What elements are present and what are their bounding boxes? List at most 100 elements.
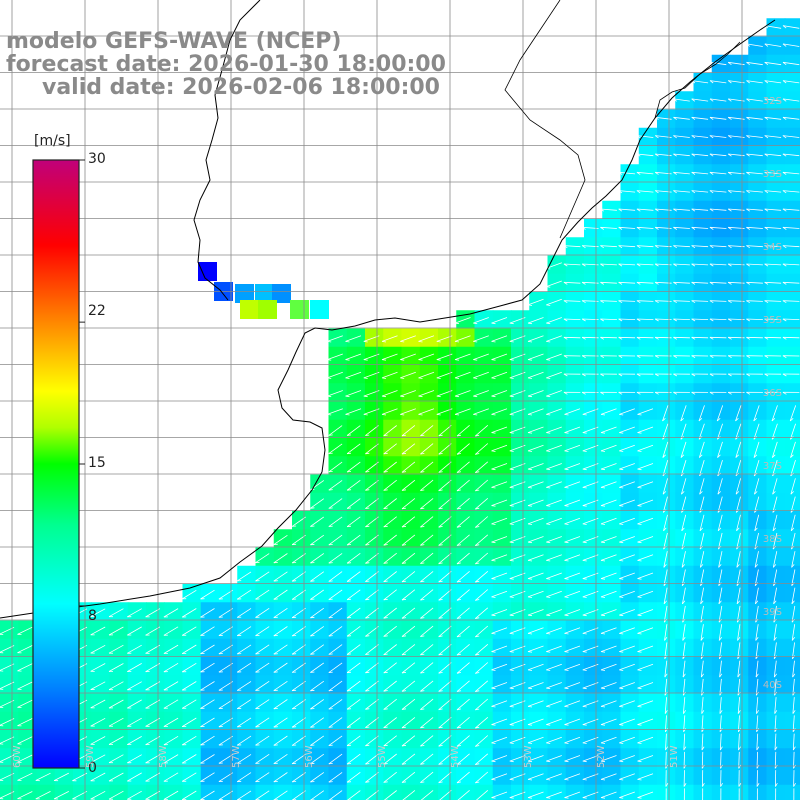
wind-arrow bbox=[310, 717, 325, 728]
wind-arrow-head bbox=[345, 359, 350, 361]
wind-arrow-head bbox=[546, 651, 551, 653]
wind-arrow-head bbox=[564, 487, 569, 489]
wind-arrow-head bbox=[564, 706, 569, 708]
wind-arrow-head bbox=[709, 208, 714, 212]
wind-arrow bbox=[719, 697, 722, 714]
wind-arrow-head bbox=[691, 135, 696, 139]
wind-arrow bbox=[637, 791, 654, 798]
wind-arrow bbox=[438, 643, 452, 656]
wind-cell bbox=[638, 766, 658, 786]
wind-arrow-head bbox=[756, 746, 760, 751]
wind-arrow-head bbox=[673, 336, 678, 340]
wind-arrow bbox=[746, 80, 763, 84]
wind-arrow bbox=[346, 552, 361, 564]
wind-arrow-head bbox=[581, 300, 586, 304]
wind-arrow-head bbox=[582, 505, 587, 507]
wind-arrow bbox=[709, 300, 727, 302]
wind-cell bbox=[456, 328, 476, 348]
wind-arrow-head bbox=[345, 377, 350, 379]
wind-arrow bbox=[699, 551, 705, 568]
wind-arrow bbox=[618, 318, 636, 320]
wind-cell bbox=[182, 602, 202, 622]
wind-cell bbox=[255, 547, 275, 567]
wind-cell bbox=[310, 730, 330, 749]
wind-arrow bbox=[718, 624, 723, 641]
wind-arrow bbox=[691, 135, 709, 138]
wind-cell bbox=[346, 328, 366, 348]
wind-arrow bbox=[782, 43, 800, 47]
wind-arrow bbox=[346, 516, 361, 528]
wind-arrow-head bbox=[401, 744, 407, 747]
wind-arrow bbox=[291, 680, 306, 692]
wind-arrow bbox=[454, 408, 471, 415]
wind-arrow-head bbox=[527, 377, 533, 379]
wind-arrow bbox=[546, 517, 562, 525]
wind-cell bbox=[657, 474, 676, 494]
wind-arrow-head bbox=[709, 318, 714, 322]
wind-arrow-head bbox=[383, 434, 388, 437]
wind-arrow-head bbox=[600, 651, 606, 653]
wind-cell bbox=[784, 529, 800, 549]
wind-arrow-head bbox=[654, 208, 659, 212]
wind-cell bbox=[492, 438, 512, 457]
wind-arrow-head bbox=[527, 414, 533, 416]
wind-arrow-head bbox=[619, 432, 624, 434]
wind-cell bbox=[602, 748, 622, 768]
wind-arrow bbox=[328, 425, 343, 436]
wind-arrow bbox=[255, 753, 270, 764]
wind-arrow bbox=[491, 317, 508, 324]
wind-arrow-head bbox=[717, 509, 722, 513]
wind-cell bbox=[638, 492, 658, 512]
wind-arrow-head bbox=[436, 341, 441, 343]
wind-cell bbox=[273, 620, 293, 640]
wind-arrow bbox=[546, 536, 562, 543]
wind-arrow-head bbox=[717, 491, 721, 495]
wind-arrow-head bbox=[509, 377, 514, 379]
wind-arrow bbox=[218, 735, 234, 746]
wind-arrow bbox=[346, 479, 361, 491]
wind-cell bbox=[419, 602, 439, 622]
wind-arrow-head bbox=[564, 560, 569, 562]
wind-arrow bbox=[491, 590, 508, 598]
wind-cell bbox=[565, 711, 585, 731]
wind-arrow bbox=[746, 300, 763, 302]
wind-arrow bbox=[698, 441, 705, 458]
wind-arrow bbox=[127, 790, 142, 800]
wind-arrow bbox=[127, 608, 142, 618]
wind-arrow-head bbox=[665, 764, 669, 769]
wind-arrow bbox=[346, 717, 361, 728]
wind-arrow-head bbox=[637, 797, 642, 799]
wind-arrow bbox=[792, 697, 795, 714]
wind-cell bbox=[91, 657, 111, 676]
wind-arrow bbox=[600, 609, 617, 616]
wind-arrow-head bbox=[719, 673, 723, 678]
wind-arrow-head bbox=[727, 153, 732, 157]
wind-arrow bbox=[365, 680, 379, 692]
wind-arrow-head bbox=[420, 507, 425, 510]
wind-cell bbox=[273, 565, 293, 585]
wind-arrow-head bbox=[365, 635, 370, 637]
wind-arrow bbox=[682, 660, 686, 678]
wind-arrow bbox=[255, 699, 270, 710]
wind-arrow bbox=[600, 481, 617, 488]
wind-cell bbox=[401, 730, 421, 749]
wind-cell bbox=[602, 419, 622, 439]
wind-arrow bbox=[145, 681, 161, 691]
wind-arrow-head bbox=[746, 263, 751, 267]
wind-arrow bbox=[200, 589, 215, 600]
wind-arrow bbox=[456, 607, 470, 619]
wind-arrow-head bbox=[527, 614, 533, 617]
wind-arrow bbox=[108, 608, 124, 618]
wind-arrow bbox=[218, 589, 234, 600]
wind-arrow bbox=[365, 790, 379, 800]
wind-cell bbox=[638, 602, 658, 622]
wind-arrow-head bbox=[420, 781, 425, 783]
wind-cell bbox=[456, 492, 476, 512]
wind-arrow bbox=[564, 408, 581, 415]
wind-arrow bbox=[636, 318, 654, 320]
wind-arrow bbox=[127, 681, 142, 691]
wind-cell bbox=[492, 602, 512, 622]
wind-arrow bbox=[236, 699, 252, 710]
wind-arrow bbox=[681, 532, 686, 550]
wind-cell bbox=[273, 529, 293, 549]
